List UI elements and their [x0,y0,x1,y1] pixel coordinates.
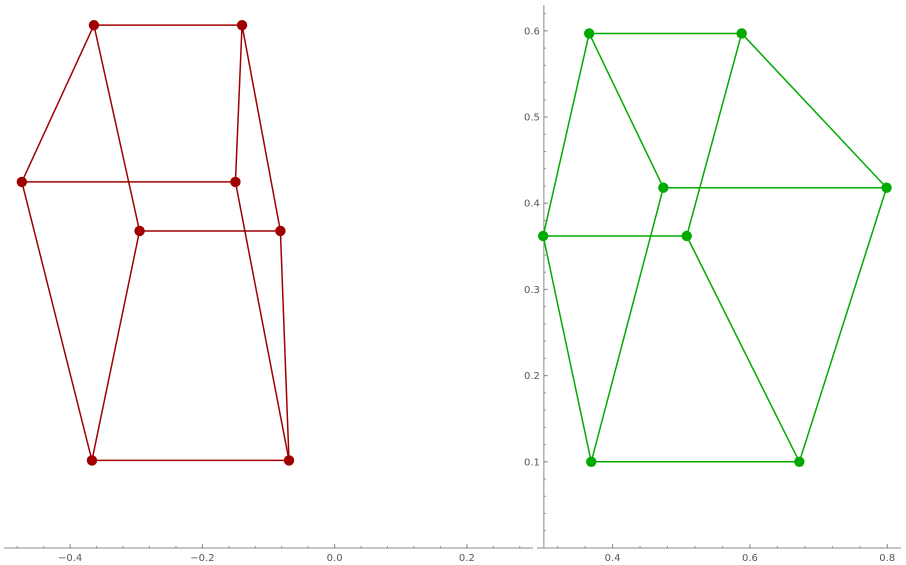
vertex-point [681,230,692,242]
edge-line [686,235,801,463]
y-tick-label: 0.6 [524,26,540,37]
edge-line [279,230,290,461]
vertex-point [134,225,145,237]
edge-line [21,24,95,183]
vertex-point [586,456,597,468]
edge-line [590,187,665,463]
edge-line [21,181,93,461]
vertex-point [583,28,595,39]
edge-line [542,33,590,237]
vertex-point [275,225,286,237]
edge-line [91,230,141,461]
vertex-point [283,455,295,466]
edge-line [741,32,888,189]
chart-panel-right: 0.4 0.6 0.8 0.1 0.2 0.3 0.4 0.5 0.6 [524,5,901,564]
vertex-point [881,182,892,193]
edge-line [685,33,743,237]
edge-line [93,24,141,232]
vertex-point [88,19,100,31]
x-tick-label: 0.6 [742,553,758,564]
vertex-point [230,176,241,188]
x-tick-label: 0.4 [605,553,621,564]
x-tick-label: 0.8 [879,553,895,564]
y-tick-label: 0.1 [524,457,540,468]
x-tick-label: 0.0 [327,553,343,564]
edge-line [234,25,243,182]
edge-line [234,181,290,461]
vertex-point [236,19,248,31]
y-tick-label: 0.4 [524,199,540,210]
x-tick-label: −0.2 [190,553,214,564]
edge-line [542,235,592,462]
y-tick-label: 0.2 [524,371,540,382]
y-tick-label: 0.3 [524,285,540,296]
vertex-point [537,230,549,242]
edge-line [588,33,665,189]
x-tick-label: −0.4 [58,553,82,564]
vertex-point [16,176,28,188]
vertex-point [658,182,669,193]
x-tick-label: 0.2 [459,553,475,564]
vertex-point [736,28,747,39]
edge-line [241,25,282,232]
chart-panel-left: −0.4 −0.2 0.0 0.2 [4,19,533,564]
vertex-point [86,455,98,466]
y-tick-label: 0.5 [524,113,540,124]
edge-line [798,187,888,463]
vertex-point [794,456,805,468]
